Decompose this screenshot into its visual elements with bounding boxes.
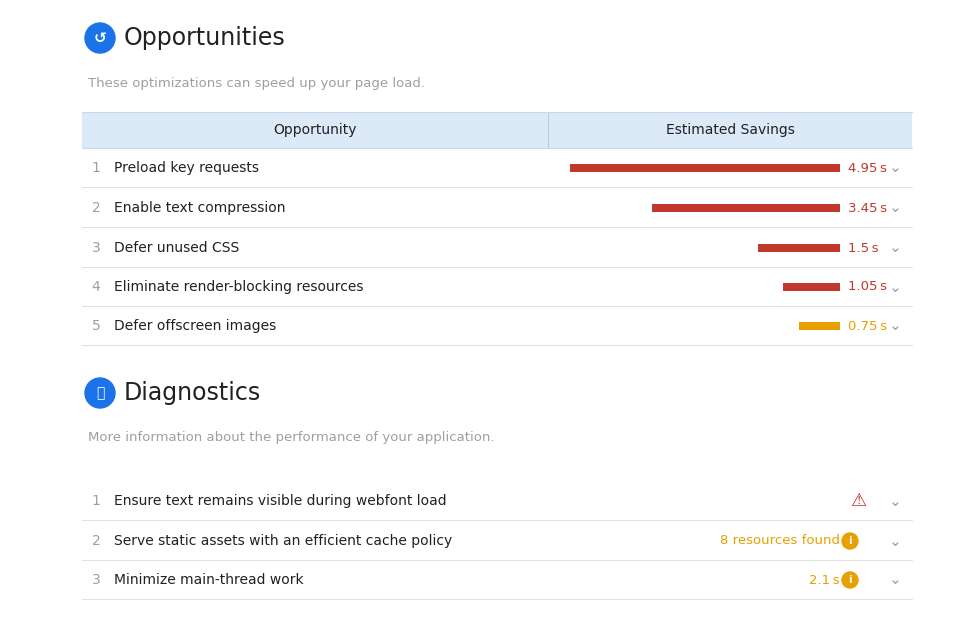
Text: ⌄: ⌄: [889, 241, 901, 256]
Text: ⌄: ⌄: [889, 160, 901, 175]
Text: i: i: [848, 536, 852, 546]
Text: Ensure text remains visible during webfont load: Ensure text remains visible during webfo…: [114, 494, 446, 508]
Text: Defer offscreen images: Defer offscreen images: [114, 319, 277, 333]
Text: 3.45 s: 3.45 s: [848, 202, 887, 215]
Text: More information about the performance of your application.: More information about the performance o…: [88, 430, 495, 443]
Text: ⌄: ⌄: [889, 572, 901, 588]
Text: 0.75 s: 0.75 s: [848, 320, 887, 333]
Text: ⌄: ⌄: [889, 279, 901, 294]
Text: i: i: [848, 575, 852, 585]
Text: 1.5 s: 1.5 s: [848, 241, 878, 254]
Text: Enable text compression: Enable text compression: [114, 201, 285, 215]
Text: 2: 2: [92, 534, 100, 548]
Text: Eliminate render-blocking resources: Eliminate render-blocking resources: [114, 280, 363, 294]
Text: 5: 5: [92, 319, 100, 333]
Circle shape: [85, 23, 115, 53]
Text: Opportunities: Opportunities: [124, 26, 285, 50]
Text: ⚠: ⚠: [850, 492, 866, 510]
Text: Diagnostics: Diagnostics: [124, 381, 261, 405]
Text: ⌄: ⌄: [889, 493, 901, 509]
FancyBboxPatch shape: [570, 164, 840, 172]
Text: ↺: ↺: [94, 30, 106, 45]
Text: 2.1 s: 2.1 s: [810, 573, 840, 587]
Text: 4: 4: [92, 280, 100, 294]
Text: 1.05 s: 1.05 s: [848, 281, 887, 294]
FancyBboxPatch shape: [82, 112, 912, 148]
Circle shape: [842, 572, 858, 588]
Text: 2: 2: [92, 201, 100, 215]
Text: Defer unused CSS: Defer unused CSS: [114, 241, 239, 255]
Text: These optimizations can speed up your page load.: These optimizations can speed up your pa…: [88, 77, 425, 90]
Text: ⎘: ⎘: [95, 386, 104, 400]
Text: 1: 1: [92, 161, 100, 175]
FancyBboxPatch shape: [652, 204, 840, 212]
FancyBboxPatch shape: [783, 283, 840, 291]
Text: 3: 3: [92, 241, 100, 255]
Text: 8 resources found: 8 resources found: [720, 534, 840, 547]
Circle shape: [842, 533, 858, 549]
Text: ⌄: ⌄: [889, 318, 901, 333]
Text: ⌄: ⌄: [889, 200, 901, 215]
Circle shape: [85, 378, 115, 408]
Text: 4.95 s: 4.95 s: [848, 162, 887, 175]
Text: Preload key requests: Preload key requests: [114, 161, 259, 175]
Text: Minimize main-thread work: Minimize main-thread work: [114, 573, 304, 587]
Text: Serve static assets with an efficient cache policy: Serve static assets with an efficient ca…: [114, 534, 452, 548]
Text: 1: 1: [92, 494, 100, 508]
FancyBboxPatch shape: [758, 244, 840, 252]
Text: Estimated Savings: Estimated Savings: [665, 123, 794, 137]
Text: ⌄: ⌄: [889, 534, 901, 549]
Text: Opportunity: Opportunity: [273, 123, 357, 137]
Text: 3: 3: [92, 573, 100, 587]
FancyBboxPatch shape: [799, 322, 840, 330]
